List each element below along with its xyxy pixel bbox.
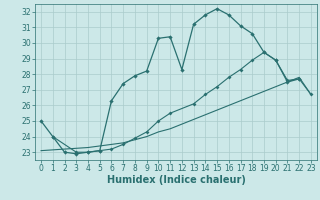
X-axis label: Humidex (Indice chaleur): Humidex (Indice chaleur) [107,175,245,185]
